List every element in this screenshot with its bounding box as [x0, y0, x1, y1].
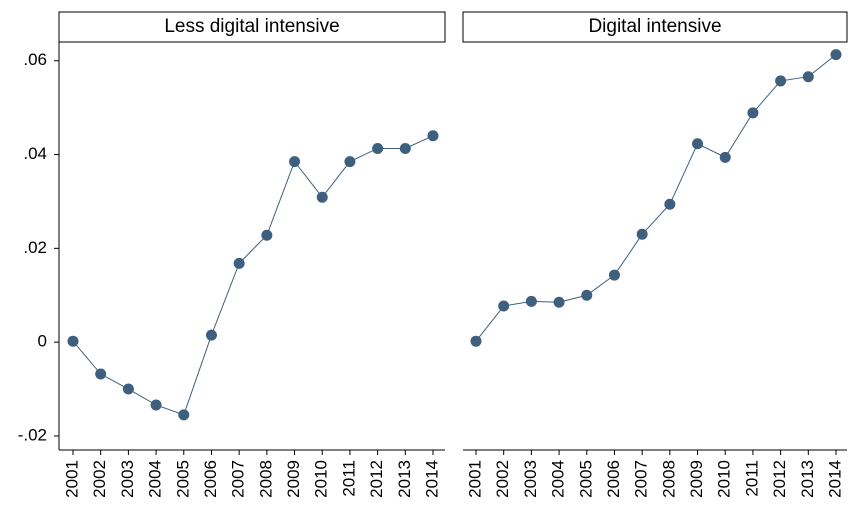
data-point — [289, 156, 301, 168]
x-tick-label: 2010 — [715, 460, 734, 498]
x-tick-label: 2014 — [422, 460, 441, 498]
x-tick-label: 2006 — [604, 460, 623, 498]
x-tick-label: 2008 — [659, 460, 678, 498]
data-point — [399, 142, 411, 154]
data-point — [747, 107, 759, 119]
data-point — [775, 75, 787, 87]
data-point — [692, 138, 704, 150]
data-point — [470, 335, 482, 347]
x-tick-label: 2012 — [770, 460, 789, 498]
data-point — [664, 198, 676, 210]
y-tick-label: 0 — [38, 332, 47, 351]
x-tick-label: 2007 — [632, 460, 651, 498]
y-tick-label: -.02 — [18, 425, 47, 444]
x-tick-label: 2008 — [256, 460, 275, 498]
panel-header — [462, 11, 848, 43]
data-point — [178, 409, 190, 421]
data-point — [427, 130, 439, 142]
data-point — [261, 229, 273, 241]
x-tick-label: 2002 — [493, 460, 512, 498]
data-point — [719, 151, 731, 163]
data-point — [553, 296, 565, 308]
y-tick-label: .06 — [23, 50, 47, 69]
data-point — [372, 142, 384, 154]
x-tick-label: 2001 — [465, 460, 484, 498]
data-point — [205, 329, 217, 341]
x-tick-label: 2003 — [521, 460, 540, 498]
x-tick-label: 2012 — [367, 460, 386, 498]
data-point — [608, 269, 620, 281]
data-point — [636, 228, 648, 240]
data-point — [67, 335, 79, 347]
panel-title: Less digital intensive — [164, 16, 339, 37]
x-tick-label: 2013 — [395, 460, 414, 498]
x-tick-label: 2007 — [229, 460, 248, 498]
data-point — [802, 71, 814, 83]
data-point — [316, 191, 328, 203]
data-point — [498, 300, 510, 312]
x-tick-label: 2014 — [825, 460, 844, 498]
x-tick-label: 2009 — [284, 460, 303, 498]
series-line — [72, 135, 434, 416]
x-tick-label: 2005 — [173, 460, 192, 498]
panel-title: Digital intensive — [588, 16, 721, 37]
data-point — [122, 383, 134, 395]
panel-header — [58, 11, 446, 43]
x-tick-label: 2004 — [146, 460, 165, 498]
data-point — [150, 399, 162, 411]
x-tick-label: 2001 — [62, 460, 81, 498]
y-tick-label: .04 — [23, 144, 47, 163]
x-tick-label: 2002 — [90, 460, 109, 498]
x-tick-label: 2004 — [549, 460, 568, 498]
y-tick-label: .02 — [23, 238, 47, 257]
x-tick-label: 2011 — [339, 460, 358, 497]
data-point — [830, 49, 842, 61]
x-tick-label: 2010 — [312, 460, 331, 498]
x-tick-label: 2003 — [118, 460, 137, 498]
x-tick-label: 2005 — [576, 460, 595, 498]
data-point — [233, 257, 245, 269]
x-tick-label: 2013 — [798, 460, 817, 498]
data-point — [344, 156, 356, 168]
x-tick-label: 2009 — [687, 460, 706, 498]
data-point — [581, 289, 593, 301]
data-point — [525, 295, 537, 307]
x-tick-label: 2011 — [742, 460, 761, 497]
x-tick-label: 2006 — [201, 460, 220, 498]
data-point — [95, 368, 107, 380]
